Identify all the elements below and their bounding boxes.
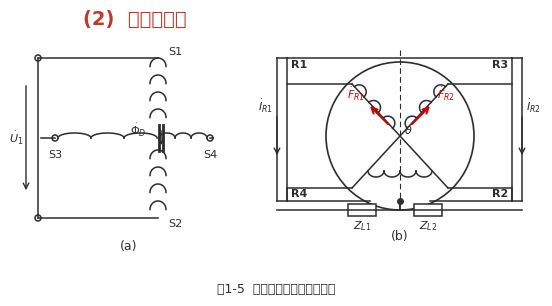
Text: S3: S3 bbox=[48, 150, 62, 160]
Text: $\dot{I}_{R1}$: $\dot{I}_{R1}$ bbox=[258, 97, 273, 114]
Text: R1: R1 bbox=[291, 60, 307, 70]
Text: $\theta$: $\theta$ bbox=[404, 124, 412, 136]
Text: (a): (a) bbox=[120, 240, 138, 253]
Text: $Z_{L1}$: $Z_{L1}$ bbox=[353, 219, 371, 233]
Text: $\dot{I}_{R2}$: $\dot{I}_{R2}$ bbox=[526, 97, 541, 114]
Text: R2: R2 bbox=[492, 189, 508, 199]
Text: S1: S1 bbox=[168, 47, 182, 57]
FancyBboxPatch shape bbox=[414, 204, 442, 216]
FancyBboxPatch shape bbox=[348, 204, 376, 216]
Text: $Z_{L2}$: $Z_{L2}$ bbox=[419, 219, 437, 233]
Text: (2)  二次侧补偿: (2) 二次侧补偿 bbox=[83, 10, 187, 29]
Text: R3: R3 bbox=[492, 60, 508, 70]
Text: S2: S2 bbox=[168, 219, 182, 229]
Text: S4: S4 bbox=[203, 150, 217, 160]
Text: R4: R4 bbox=[291, 189, 307, 199]
Text: $\dot{F}_{R1}$: $\dot{F}_{R1}$ bbox=[347, 85, 365, 103]
Text: 图1-5  二次侧补偿的旋转变压器: 图1-5 二次侧补偿的旋转变压器 bbox=[217, 283, 335, 296]
Text: $\dot{U}_1$: $\dot{U}_1$ bbox=[9, 129, 23, 147]
Text: (b): (b) bbox=[391, 230, 409, 243]
Text: $\dot{F}_{R2}$: $\dot{F}_{R2}$ bbox=[437, 85, 455, 103]
Text: $\dot{\Phi}_D$: $\dot{\Phi}_D$ bbox=[130, 121, 146, 139]
